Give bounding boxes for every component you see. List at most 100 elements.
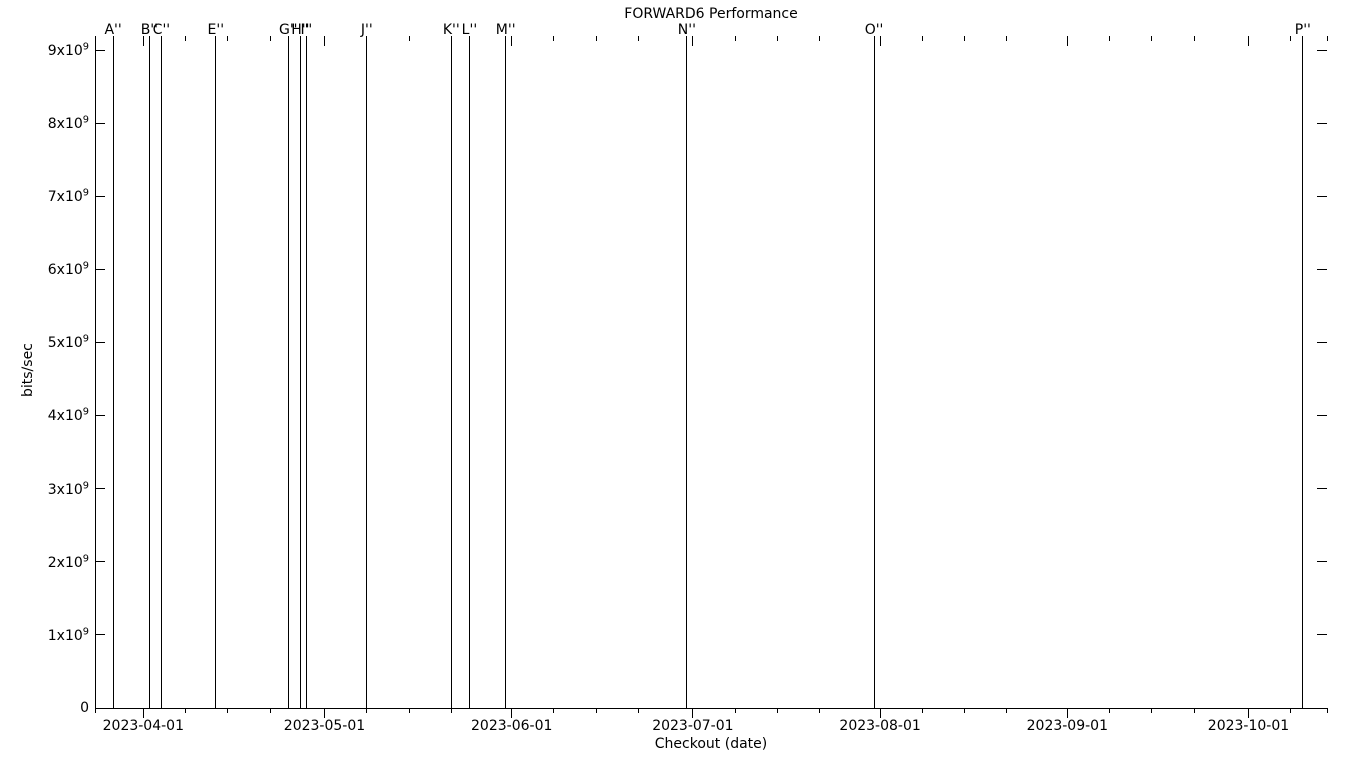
performance-chart: FORWARD6 Performance bits/sec Checkout (da… <box>0 0 1360 768</box>
x-minor-tick-mark-top <box>185 36 186 41</box>
event-vline-label: I'' <box>300 22 312 38</box>
y-tick-label: 1x109 <box>48 626 89 644</box>
event-vline-label: N'' <box>678 22 696 38</box>
x-minor-tick-mark <box>1327 708 1328 713</box>
event-vline <box>215 36 216 708</box>
x-minor-tick-mark-top <box>777 36 778 41</box>
x-tick-label: 2023-07-01 <box>652 718 733 734</box>
x-minor-tick-mark <box>819 708 820 713</box>
y-tick-label: 8x109 <box>48 115 89 133</box>
x-tick-mark <box>1248 708 1249 718</box>
x-tick-label: 2023-08-01 <box>839 718 920 734</box>
x-minor-tick-mark <box>1006 708 1007 713</box>
x-tick-mark-top <box>1067 36 1068 46</box>
event-vline-label: M'' <box>496 22 516 38</box>
plot-area <box>95 36 1328 709</box>
event-vline <box>288 36 289 708</box>
y-tick-mark <box>95 269 105 270</box>
x-tick-label: 2023-10-01 <box>1208 718 1289 734</box>
x-minor-tick-mark-top <box>1109 36 1110 41</box>
y-tick-mark-right <box>1317 342 1327 343</box>
event-vline-label: K'' <box>443 22 460 38</box>
x-minor-tick-mark-top <box>227 36 228 41</box>
x-tick-mark <box>324 708 325 718</box>
x-minor-tick-mark <box>185 708 186 713</box>
x-tick-mark-top <box>1248 36 1249 46</box>
event-vline-label: L'' <box>462 22 478 38</box>
event-vline <box>366 36 367 708</box>
x-minor-tick-mark <box>227 708 228 713</box>
y-tick-label: 5x109 <box>48 334 89 352</box>
y-tick-mark <box>95 488 105 489</box>
y-tick-label: 6x109 <box>48 261 89 279</box>
x-minor-tick-mark <box>735 708 736 713</box>
x-minor-tick-mark <box>366 708 367 713</box>
x-minor-tick-mark <box>1109 708 1110 713</box>
y-tick-label: 3x109 <box>48 480 89 498</box>
event-vline-label: P'' <box>1295 22 1311 38</box>
y-tick-mark <box>95 415 105 416</box>
y-tick-label: 7x109 <box>48 188 89 206</box>
x-tick-mark <box>143 708 144 718</box>
x-minor-tick-mark <box>638 708 639 713</box>
y-tick-mark-right <box>1317 488 1327 489</box>
event-vline <box>1302 36 1303 708</box>
y-tick-mark-right <box>1317 50 1327 51</box>
x-minor-tick-mark-top <box>638 36 639 41</box>
x-tick-mark-top <box>324 36 325 46</box>
x-minor-tick-mark <box>1290 708 1291 713</box>
event-vline <box>300 36 301 708</box>
y-tick-label: 0 <box>80 700 89 716</box>
event-vline <box>451 36 452 708</box>
y-tick-label: 4x109 <box>48 407 89 425</box>
x-minor-tick-mark-top <box>1194 36 1195 41</box>
x-minor-tick-mark-top <box>1151 36 1152 41</box>
y-axis-label: bits/sec <box>20 343 36 397</box>
y-tick-mark-right <box>1317 708 1327 709</box>
event-vline <box>874 36 875 708</box>
event-vline <box>161 36 162 708</box>
x-minor-tick-mark <box>922 708 923 713</box>
event-vline-label: E'' <box>208 22 225 38</box>
x-tick-label: 2023-06-01 <box>471 718 552 734</box>
y-tick-mark <box>95 342 105 343</box>
y-tick-mark <box>95 50 105 51</box>
event-vline-label: J'' <box>361 22 373 38</box>
x-axis-label: Checkout (date) <box>655 736 767 752</box>
y-tick-label: 2x109 <box>48 553 89 571</box>
x-tick-mark <box>511 708 512 718</box>
x-minor-tick-mark-top <box>270 36 271 41</box>
x-minor-tick-mark-top <box>1006 36 1007 41</box>
x-minor-tick-mark <box>596 708 597 713</box>
event-vline <box>113 36 114 708</box>
y-tick-mark-right <box>1317 269 1327 270</box>
y-tick-mark <box>95 634 105 635</box>
x-minor-tick-mark <box>270 708 271 713</box>
x-tick-mark <box>880 708 881 718</box>
x-minor-tick-mark-top <box>95 36 96 41</box>
x-minor-tick-mark-top <box>596 36 597 41</box>
y-tick-mark <box>95 196 105 197</box>
event-vline <box>469 36 470 708</box>
chart-title: FORWARD6 Performance <box>624 6 797 22</box>
x-minor-tick-mark <box>553 708 554 713</box>
event-vline-label: O'' <box>865 22 884 38</box>
event-vline <box>505 36 506 708</box>
x-minor-tick-mark <box>451 708 452 713</box>
event-vline-label: C'' <box>153 22 170 38</box>
y-tick-mark <box>95 561 105 562</box>
y-tick-mark-right <box>1317 415 1327 416</box>
x-tick-label: 2023-09-01 <box>1027 718 1108 734</box>
x-minor-tick-mark-top <box>819 36 820 41</box>
x-minor-tick-mark <box>95 708 96 713</box>
x-minor-tick-mark <box>777 708 778 713</box>
x-minor-tick-mark <box>409 708 410 713</box>
x-minor-tick-mark-top <box>922 36 923 41</box>
x-minor-tick-mark <box>964 708 965 713</box>
y-tick-mark-right <box>1317 123 1327 124</box>
x-minor-tick-mark-top <box>1327 36 1328 41</box>
x-tick-mark <box>692 708 693 718</box>
y-tick-mark <box>95 123 105 124</box>
x-tick-label: 2023-05-01 <box>284 718 365 734</box>
y-tick-label: 9x109 <box>48 42 89 60</box>
